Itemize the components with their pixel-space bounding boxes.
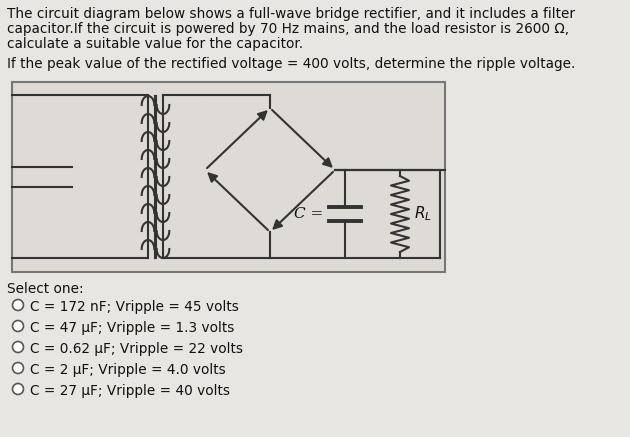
Text: capacitor.If the circuit is powered by 70 Hz mains, and the load resistor is 260: capacitor.If the circuit is powered by 7… xyxy=(7,22,569,36)
Circle shape xyxy=(13,341,23,353)
Text: If the peak value of the rectified voltage = 400 volts, determine the ripple vol: If the peak value of the rectified volta… xyxy=(7,57,575,71)
Text: C = 2 μF; Vripple = 4.0 volts: C = 2 μF; Vripple = 4.0 volts xyxy=(30,363,226,377)
Bar xyxy=(12,82,445,272)
Text: calculate a suitable value for the capacitor.: calculate a suitable value for the capac… xyxy=(7,37,303,51)
Text: Select one:: Select one: xyxy=(7,282,84,296)
Circle shape xyxy=(13,363,23,374)
Text: C = 0.62 μF; Vripple = 22 volts: C = 0.62 μF; Vripple = 22 volts xyxy=(30,342,243,356)
Circle shape xyxy=(13,320,23,332)
Text: $R_L$: $R_L$ xyxy=(414,205,432,223)
Circle shape xyxy=(13,384,23,395)
Text: C =: C = xyxy=(294,207,323,221)
Text: C = 27 μF; Vripple = 40 volts: C = 27 μF; Vripple = 40 volts xyxy=(30,384,230,398)
Text: The circuit diagram below shows a full-wave bridge rectifier, and it includes a : The circuit diagram below shows a full-w… xyxy=(7,7,575,21)
Text: C = 47 μF; Vripple = 1.3 volts: C = 47 μF; Vripple = 1.3 volts xyxy=(30,321,234,335)
Circle shape xyxy=(13,299,23,311)
Text: C = 172 nF; Vripple = 45 volts: C = 172 nF; Vripple = 45 volts xyxy=(30,300,239,314)
